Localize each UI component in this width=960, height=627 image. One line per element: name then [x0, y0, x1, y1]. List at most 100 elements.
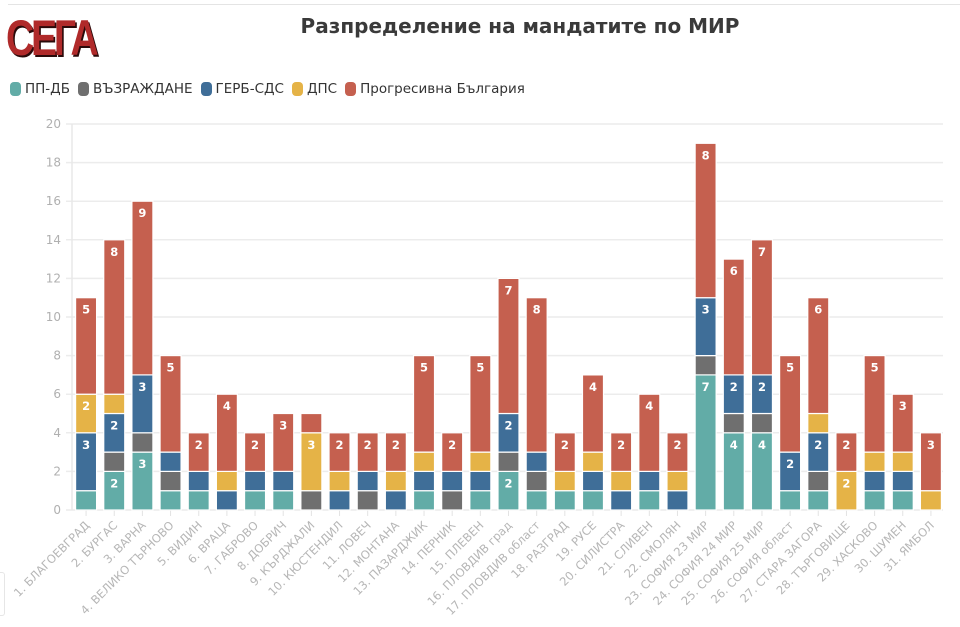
bar-segment — [750, 239, 774, 376]
bar-segment — [159, 355, 182, 453]
legend-label: ПП-ДБ — [25, 81, 70, 97]
bar-segment — [779, 490, 802, 511]
bar-segment — [497, 277, 520, 415]
y-tick-label: 0 — [53, 503, 61, 517]
bar-segment — [694, 355, 717, 376]
bar-segment — [159, 470, 182, 492]
bar-segment — [272, 412, 295, 473]
bar-segment — [807, 470, 830, 492]
bar-segment — [441, 490, 464, 511]
bar-segment — [863, 470, 886, 492]
legend-item-progresivna-bulgaria[interactable]: Прогресивна България — [345, 81, 525, 97]
data-label: 2 — [730, 380, 738, 394]
bar-segment — [638, 490, 661, 511]
bar-segment — [666, 490, 689, 511]
bar-segment — [441, 470, 464, 492]
bar-segment — [469, 490, 492, 511]
data-label: 2 — [336, 438, 344, 452]
data-label: 5 — [786, 361, 794, 375]
data-label: 2 — [504, 419, 512, 433]
data-label: 4 — [758, 438, 766, 452]
bar-segment — [384, 470, 407, 492]
bar-segment — [722, 258, 745, 376]
bar-segment — [469, 451, 492, 473]
data-label: 2 — [82, 399, 90, 413]
bar-segment — [863, 490, 886, 511]
bar-segment — [215, 470, 238, 492]
bar-segment — [525, 451, 548, 473]
data-label: 5 — [167, 361, 175, 375]
y-tick-label: 20 — [46, 117, 61, 131]
data-label: 7 — [758, 245, 766, 259]
data-label: 2 — [673, 438, 681, 452]
legend-item-gerb-sds[interactable]: ГЕРБ-СДС — [200, 81, 284, 97]
bar-segment — [919, 432, 943, 492]
bar-segment — [328, 432, 351, 472]
bar-segment — [272, 490, 295, 511]
bar-segment — [919, 490, 943, 511]
bar-segment — [610, 470, 633, 492]
legend-swatch — [291, 82, 303, 96]
bar-segment — [187, 490, 210, 511]
data-label: 2 — [842, 476, 850, 490]
bar-segment — [356, 432, 379, 472]
top-divider — [8, 4, 960, 5]
bar-segment — [779, 355, 802, 453]
y-tick-label: 12 — [46, 271, 61, 285]
bar-segment — [187, 432, 210, 472]
side-handle[interactable] — [0, 572, 5, 616]
data-label: 2 — [758, 380, 766, 394]
data-label: 4 — [730, 438, 738, 452]
legend-swatch — [77, 82, 89, 96]
data-label: 3 — [702, 303, 710, 317]
data-label: 2 — [110, 476, 118, 490]
legend-label: ГЕРБ-СДС — [215, 81, 284, 97]
legend-label: ДПС — [306, 81, 338, 97]
bar-segment — [469, 470, 492, 492]
chart-legend: ПП-ДБ ВЪЗРАЖДАНЕ ГЕРБ-СДС ДПС Прогресивн… — [10, 81, 525, 97]
data-label: 2 — [364, 438, 372, 452]
bar-segment — [525, 470, 548, 492]
data-label: 2 — [786, 457, 794, 471]
chart-title: Разпределение на мандатите по МИР — [300, 14, 740, 38]
data-label: 8 — [702, 148, 710, 162]
data-label: 2 — [110, 419, 118, 433]
data-label: 3 — [899, 399, 907, 413]
bar-segment — [131, 200, 154, 376]
data-label: 4 — [223, 399, 231, 413]
data-label: 3 — [138, 457, 146, 471]
data-label: 2 — [448, 438, 456, 452]
bar-segment — [666, 432, 689, 472]
y-tick-label: 10 — [46, 310, 61, 324]
bar-segment — [300, 490, 323, 511]
bar-segment — [863, 355, 886, 453]
bar-segment — [750, 412, 774, 434]
bar-segment — [74, 297, 98, 395]
bar-segment — [863, 451, 886, 473]
data-label: 2 — [195, 438, 203, 452]
data-label: 7 — [702, 380, 710, 394]
bar-segment — [581, 490, 605, 511]
bar-segment — [469, 355, 492, 453]
bar-segment — [610, 432, 633, 472]
y-tick-label: 4 — [53, 426, 61, 440]
bar-segment — [187, 470, 210, 492]
bar-segment — [497, 451, 520, 473]
data-label: 3 — [138, 380, 146, 394]
bar-segment — [384, 490, 407, 511]
y-tick-label: 6 — [53, 387, 61, 401]
data-label: 3 — [307, 438, 315, 452]
bar-segment — [891, 451, 914, 473]
legend-item-pp-db[interactable]: ПП-ДБ — [10, 81, 70, 97]
bar-segment — [103, 393, 126, 415]
legend-item-dps[interactable]: ДПС — [291, 81, 338, 97]
bar-segment — [328, 470, 351, 492]
bar-segment — [553, 490, 576, 511]
data-label: 9 — [138, 206, 146, 220]
bar-segment — [638, 393, 661, 473]
bar-segment — [159, 490, 182, 511]
legend-item-vazrazhdane[interactable]: ВЪЗРАЖДАНЕ — [77, 81, 193, 97]
data-label: 3 — [927, 438, 935, 452]
legend-swatch — [200, 82, 212, 96]
data-label: 2 — [251, 438, 259, 452]
